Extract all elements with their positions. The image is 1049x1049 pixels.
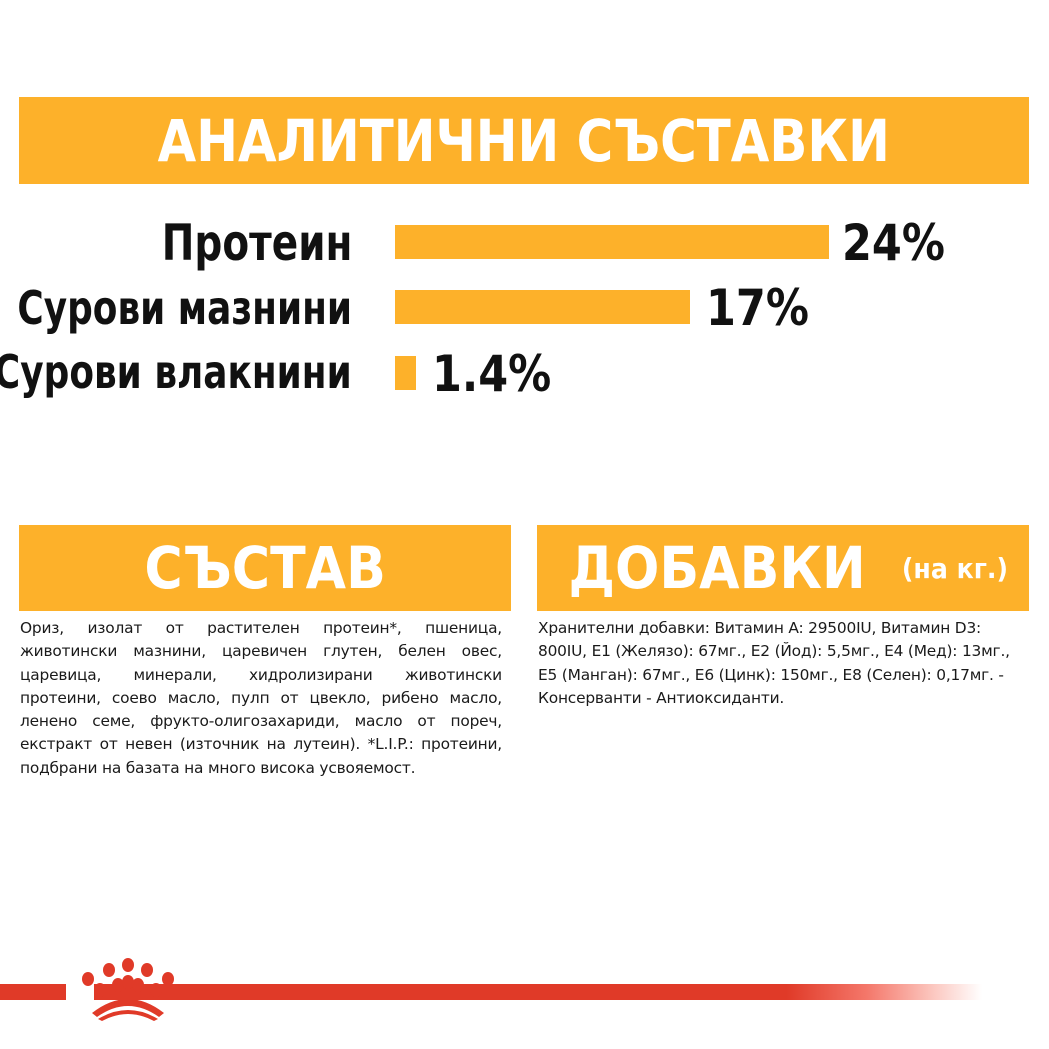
- row-label-crude-fat: Сурови мазнини: [17, 281, 352, 335]
- bar-crude-fibre: [395, 356, 416, 390]
- additives-header: ДОБАВКИ (на кг.): [537, 525, 1029, 611]
- brand-line-left: [0, 984, 66, 1000]
- analytical-constituents-header: АНАЛИТИЧНИ СЪСТАВКИ: [19, 97, 1029, 184]
- bar-protein: [395, 225, 829, 259]
- value-crude-fat: 17%: [706, 279, 809, 337]
- composition-header: СЪСТАВ: [19, 525, 511, 611]
- row-label-protein: Протеин: [161, 214, 352, 272]
- header-title: АНАЛИТИЧНИ СЪСТАВКИ: [157, 106, 891, 175]
- additives-title: ДОБАВКИ: [568, 534, 866, 602]
- crown-icon: [82, 958, 174, 1021]
- bar-crude-fat: [395, 290, 690, 324]
- composition-title: СЪСТАВ: [144, 534, 386, 602]
- brand-line-right: [94, 984, 982, 1000]
- additives-subtitle: (на кг.): [902, 551, 1009, 585]
- value-protein: 24%: [842, 214, 945, 272]
- row-label-crude-fibre: Сурови влакнини: [0, 345, 352, 399]
- additives-text: Хранителни добавки: Витамин A: 29500IU, …: [538, 619, 1010, 707]
- value-crude-fibre: 1.4%: [432, 345, 552, 403]
- composition-text: Ориз, изолат от растителен протеин*, пше…: [20, 619, 502, 777]
